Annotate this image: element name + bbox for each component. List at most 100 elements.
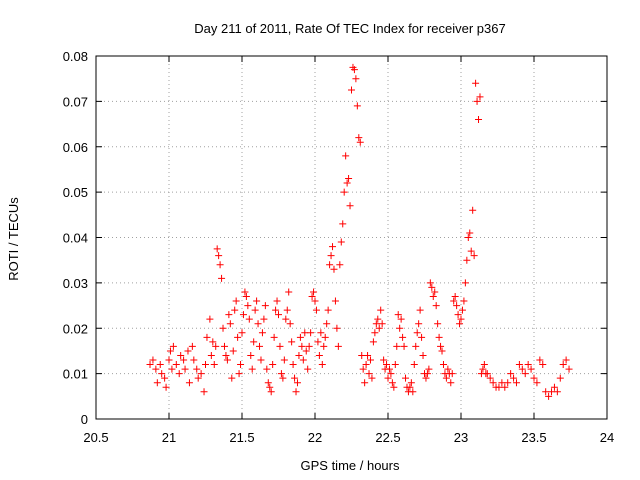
data-point <box>258 329 266 337</box>
data-point <box>333 324 341 332</box>
data-point <box>472 79 480 87</box>
x-tick-label: 20.5 <box>83 430 108 445</box>
data-point <box>256 342 264 350</box>
data-point <box>383 361 391 369</box>
data-point <box>480 361 488 369</box>
data-point <box>448 370 456 378</box>
data-point <box>226 320 234 328</box>
data-point <box>435 333 443 341</box>
data-point <box>527 365 535 373</box>
y-tick-label: 0.08 <box>63 49 88 64</box>
data-point <box>296 333 304 341</box>
data-point <box>425 365 433 373</box>
data-point <box>375 324 383 332</box>
data-point <box>343 179 351 187</box>
data-point <box>165 356 173 364</box>
data-point <box>423 370 431 378</box>
data-point <box>550 383 558 391</box>
data-point <box>402 374 410 382</box>
data-point <box>393 342 401 350</box>
data-point <box>298 342 306 350</box>
data-point <box>406 383 414 391</box>
data-point <box>185 379 193 387</box>
data-point <box>175 370 183 378</box>
data-point <box>305 342 313 350</box>
data-point <box>504 379 512 387</box>
data-point <box>545 392 553 400</box>
data-point <box>260 315 268 323</box>
data-series-roti <box>146 63 573 400</box>
data-point <box>419 351 427 359</box>
x-tick-label: 21 <box>162 430 176 445</box>
data-point <box>293 379 301 387</box>
data-point <box>323 320 331 328</box>
data-point <box>257 356 265 364</box>
data-point <box>304 365 312 373</box>
data-point <box>261 302 269 310</box>
data-point <box>264 379 272 387</box>
data-point <box>206 315 214 323</box>
data-point <box>358 351 366 359</box>
data-point <box>184 347 192 355</box>
x-tick-label: 23 <box>454 430 468 445</box>
y-tick-label: 0.04 <box>63 231 88 246</box>
data-point <box>434 320 442 328</box>
data-point <box>415 320 423 328</box>
x-tick-label: 23.5 <box>521 430 546 445</box>
data-point <box>371 329 379 337</box>
data-point <box>362 361 370 369</box>
data-point <box>158 370 166 378</box>
data-point <box>339 220 347 228</box>
data-point <box>489 379 497 387</box>
data-point <box>479 365 487 373</box>
data-point <box>467 247 475 255</box>
data-point <box>432 302 440 310</box>
data-point <box>219 324 227 332</box>
data-point <box>213 245 221 253</box>
data-point <box>254 320 262 328</box>
data-point <box>454 311 462 319</box>
data-point <box>388 379 396 387</box>
data-point <box>548 388 556 396</box>
data-point <box>152 365 160 373</box>
data-point <box>476 93 484 101</box>
y-tick-label: 0.02 <box>63 321 88 336</box>
data-point <box>330 265 338 273</box>
data-point <box>302 347 310 355</box>
data-point <box>364 351 372 359</box>
y-tick-label: 0.07 <box>63 94 88 109</box>
data-point <box>486 374 494 382</box>
data-point <box>501 383 509 391</box>
data-point <box>334 342 342 350</box>
data-point <box>412 342 420 350</box>
data-point <box>267 388 275 396</box>
data-point <box>539 361 547 369</box>
data-point <box>329 243 337 251</box>
data-point <box>308 292 316 300</box>
data-point <box>273 297 281 305</box>
y-tick-label: 0 <box>81 412 88 427</box>
data-point <box>277 370 285 378</box>
data-point <box>336 261 344 269</box>
data-point <box>215 252 223 260</box>
data-point <box>521 370 529 378</box>
data-point <box>562 356 570 364</box>
data-point <box>280 356 288 364</box>
data-point <box>396 324 404 332</box>
data-point <box>469 206 477 214</box>
data-point <box>346 202 354 210</box>
data-point <box>533 379 541 387</box>
data-point <box>283 306 291 314</box>
data-point <box>188 342 196 350</box>
data-point <box>168 365 176 373</box>
data-point <box>181 365 189 373</box>
data-point <box>239 311 247 319</box>
data-point <box>456 320 464 328</box>
data-point <box>473 97 481 105</box>
data-point <box>422 374 430 382</box>
data-point <box>295 351 303 359</box>
data-point <box>542 388 550 396</box>
data-point <box>466 229 474 237</box>
data-point <box>289 361 297 369</box>
data-point <box>413 329 421 337</box>
